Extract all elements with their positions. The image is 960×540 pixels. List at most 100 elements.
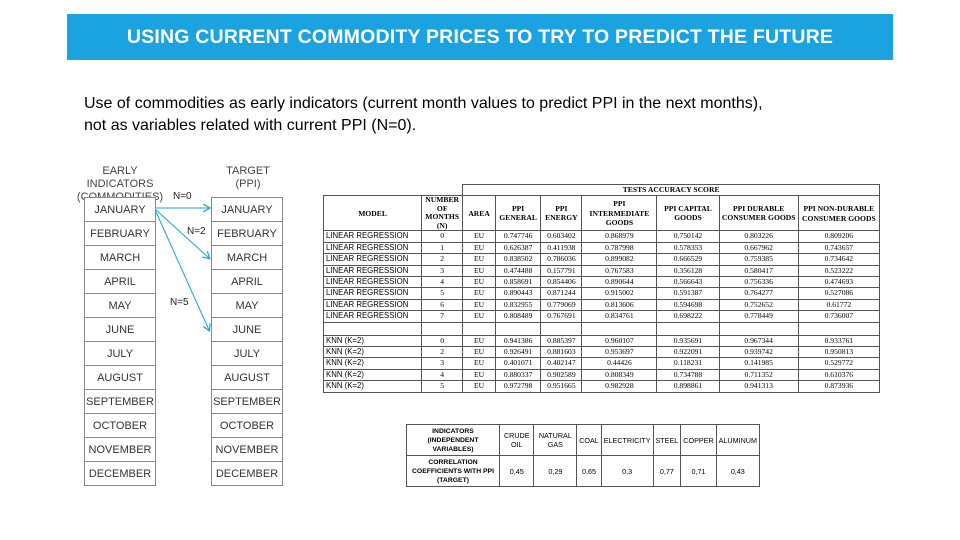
cell-model: KNN (K=2) bbox=[322, 357, 423, 370]
cell-capital: 0.922091 bbox=[656, 346, 720, 359]
cell-energy: 0.767691 bbox=[540, 310, 583, 323]
target-month-november: NOVEMBER bbox=[212, 438, 282, 462]
indicator-month-march: MARCH bbox=[85, 246, 155, 270]
spacer-cell bbox=[322, 321, 423, 336]
header-ppi-intermediate: PPI INTERMEDIATE GOODS bbox=[581, 195, 658, 232]
cell-nondurable: 0.734642 bbox=[797, 253, 881, 266]
cell-durable: 0.667962 bbox=[718, 241, 799, 255]
cell-area: EU bbox=[462, 264, 496, 278]
cell-n: 5 bbox=[421, 380, 464, 393]
cell-durable: 0.941313 bbox=[718, 380, 799, 393]
cell-durable: 0.803226 bbox=[718, 230, 799, 243]
cell-general: 0.838502 bbox=[494, 253, 542, 266]
cell-durable: 0.759385 bbox=[718, 253, 799, 266]
header-ppi-general: PPI GENERAL bbox=[494, 195, 542, 232]
cell-model: LINEAR REGRESSION bbox=[322, 310, 423, 323]
early-indicators-heading-line-1: EARLY INDICATORS bbox=[86, 165, 154, 190]
spacer-cell bbox=[540, 321, 583, 336]
cell-model: LINEAR REGRESSION bbox=[322, 264, 423, 278]
arrow-label-n0: N=0 bbox=[173, 191, 192, 202]
target-month-january: JANUARY bbox=[212, 198, 282, 222]
arrow-label-n5: N=5 bbox=[170, 297, 189, 308]
cell-capital: 0.566643 bbox=[656, 276, 720, 289]
cell-durable: 0.939742 bbox=[718, 346, 799, 359]
cell-nondurable: 0.950813 bbox=[797, 346, 881, 359]
cell-intermediate: 0.808349 bbox=[581, 368, 658, 382]
cell-energy: 0.786036 bbox=[540, 253, 583, 266]
cell-model: LINEAR REGRESSION bbox=[322, 298, 423, 312]
correlation-value: 0,29 bbox=[533, 455, 578, 487]
cell-capital: 0.594698 bbox=[656, 298, 720, 312]
spacer-cell bbox=[462, 321, 496, 336]
cell-area: EU bbox=[462, 357, 496, 370]
target-month-july: JULY bbox=[212, 342, 282, 366]
cell-energy: 0.411938 bbox=[540, 241, 583, 255]
cell-durable: 0.752652 bbox=[718, 298, 799, 312]
table-spacer-row bbox=[322, 321, 881, 336]
cell-nondurable: 0.610376 bbox=[797, 368, 881, 382]
cell-general: 0.972798 bbox=[494, 380, 542, 393]
cell-area: EU bbox=[462, 276, 496, 289]
indicator-month-june: JUNE bbox=[85, 318, 155, 342]
cell-general: 0.858691 bbox=[494, 276, 542, 289]
cell-capital: 0.935691 bbox=[656, 334, 720, 348]
table-row: KNN (K=2) 5 EU 0.972798 0.951665 0.982928 0.89… bbox=[322, 380, 881, 393]
cell-nondurable: 0.743657 bbox=[797, 241, 881, 255]
cell-area: EU bbox=[462, 334, 496, 348]
target-heading-line-1: TARGET bbox=[226, 165, 270, 177]
indicator-month-december: DECEMBER bbox=[88, 468, 152, 480]
cell-durable: 0.756336 bbox=[718, 276, 799, 289]
cell-capital: 0.734788 bbox=[656, 368, 720, 382]
correlation-value: 0,65 bbox=[576, 455, 602, 487]
target-month-march: MARCH bbox=[212, 246, 282, 270]
cell-area: EU bbox=[462, 346, 496, 359]
correlation-value: 0,43 bbox=[715, 455, 761, 487]
cell-general: 0.941386 bbox=[494, 334, 542, 348]
indicator-month-july: JULY bbox=[85, 342, 155, 366]
cell-energy: 0.157791 bbox=[540, 264, 583, 278]
table-row: LINEAR REGRESSION 6 EU 0.832955 0.779069 0.81… bbox=[322, 298, 881, 312]
cell-intermediate: 0.44426 bbox=[581, 357, 658, 370]
indicator-month-may: MAY bbox=[85, 294, 155, 318]
cell-intermediate: 0.834761 bbox=[581, 310, 658, 323]
indicator-month-august: AUGUST bbox=[85, 366, 155, 390]
cell-nondurable: 0.527086 bbox=[797, 287, 881, 300]
cell-capital: 0.898861 bbox=[656, 380, 720, 393]
cell-intermediate: 0.890644 bbox=[581, 276, 658, 289]
cell-general: 0.747746 bbox=[494, 230, 542, 243]
cell-nondurable: 0.529772 bbox=[797, 357, 881, 370]
header-ppi-durable: PPI DURABLE CONSUMER GOODS bbox=[718, 195, 799, 232]
cell-area: EU bbox=[462, 380, 496, 393]
spacer-cell bbox=[656, 321, 720, 336]
indicator-month-november: NOVEMBER bbox=[85, 438, 155, 462]
header-ppi-capital: PPI CAPITAL GOODS bbox=[656, 195, 720, 232]
table-row: LINEAR REGRESSION 0 EU 0.747746 0.603402 0.86… bbox=[322, 230, 881, 243]
cell-general: 0.832955 bbox=[494, 298, 542, 312]
indicator-name: COAL bbox=[576, 424, 602, 456]
cell-general: 0.474488 bbox=[494, 264, 542, 278]
indicator-name: STEEL bbox=[652, 424, 682, 456]
table-row: LINEAR REGRESSION 5 EU 0.890443 0.871244 0.91… bbox=[322, 287, 881, 300]
arrow-label-n2: N=2 bbox=[187, 226, 206, 237]
spacer-cell bbox=[421, 321, 464, 336]
cell-model: KNN (K=2) bbox=[322, 368, 423, 382]
cell-n: 6 bbox=[421, 298, 464, 312]
cell-n: 0 bbox=[421, 334, 464, 348]
cell-capital: 0.578353 bbox=[656, 241, 720, 255]
cell-energy: 0.885397 bbox=[540, 334, 583, 348]
table-row: KNN (K=2) 2 EU 0.926491 0.881603 0.953697 0.92… bbox=[322, 346, 881, 359]
coefficients-row-header: CORRELATION COEFFICIENTS WITH PPI (TARGE… bbox=[406, 455, 500, 487]
cell-intermediate: 0.953697 bbox=[581, 346, 658, 359]
cell-n: 7 bbox=[421, 310, 464, 323]
target-month-october: OCTOBER bbox=[212, 414, 282, 438]
indicator-month-april: APRIL bbox=[85, 270, 155, 294]
cell-model: KNN (K=2) bbox=[322, 334, 423, 348]
target-month-april: APRIL bbox=[212, 270, 282, 294]
cell-energy: 0.951665 bbox=[540, 380, 583, 393]
early-indicators-month-list: JANUARY FEBRUARY MARCH APRIL MAY JUNE JULY AUGU… bbox=[84, 197, 156, 486]
cell-n: 0 bbox=[421, 230, 464, 243]
target-month-june: JUNE bbox=[212, 318, 282, 342]
cell-capital: 0.356128 bbox=[656, 264, 720, 278]
cell-energy: 0.881603 bbox=[540, 346, 583, 359]
spacer-cell bbox=[797, 321, 881, 336]
